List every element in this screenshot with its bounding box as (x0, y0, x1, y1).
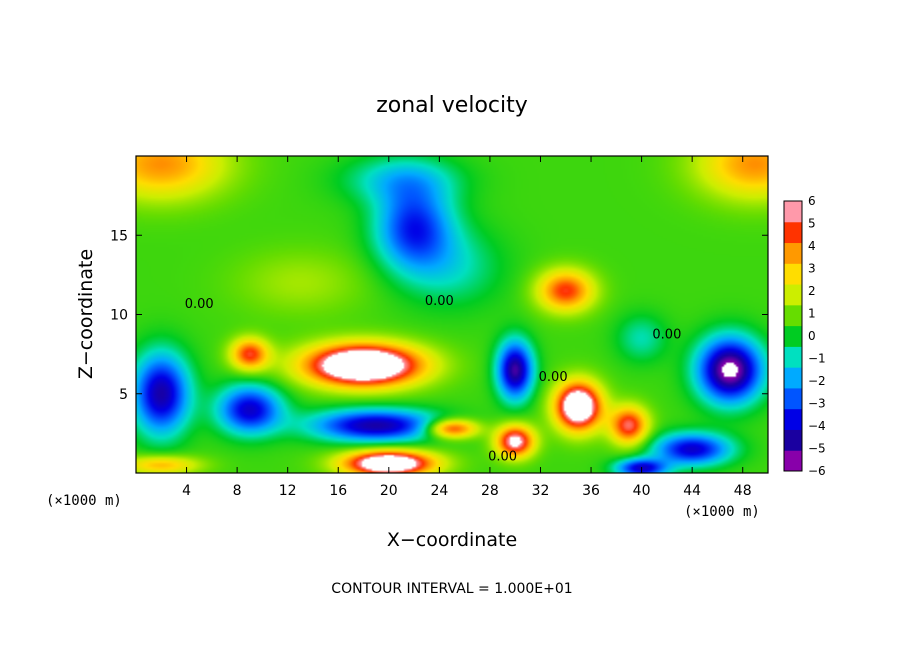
x-tick-label: 8 (233, 483, 242, 499)
colorbar-swatch (784, 367, 802, 389)
colorbar-swatch (784, 346, 802, 368)
colorbar-swatch (784, 221, 802, 244)
x-tick-label: 12 (279, 483, 297, 499)
colorbar-frame (783, 200, 803, 472)
y-axis-unit-label: (×1000 m) (46, 493, 122, 509)
x-tick-label: 16 (329, 483, 347, 499)
colorbar-tick-label: 4 (808, 239, 816, 253)
y-axis-label: Z−coordinate (75, 249, 97, 379)
colorbar-swatch (784, 325, 802, 347)
contour-labels: 0.00 0.00 0.00 0.00 0.00 (185, 294, 682, 464)
colorbar-swatch (784, 263, 802, 285)
colorbar-tick-label: 5 (808, 217, 816, 231)
colorbar-tick-label: 1 (808, 307, 816, 321)
colorbar-tick-label: −2 (808, 374, 826, 388)
colorbar-swatch (784, 429, 802, 451)
x-tick-label: 24 (430, 483, 448, 499)
colorbar-tick-label: −4 (808, 419, 826, 433)
x-tick-label: 32 (532, 483, 550, 499)
colorbar-tick-label: −6 (808, 464, 826, 478)
colorbar: 6 5 4 3 2 1 0 −1 −2 −3 −4 −5 −6 (783, 194, 826, 478)
x-axis-ticks: 4 8 12 16 20 24 28 32 36 40 44 48 (182, 156, 752, 499)
y-tick-label: 5 (119, 387, 128, 403)
colorbar-tick-label: 2 (808, 284, 816, 298)
heatmap-field (136, 156, 768, 473)
x-tick-label: 20 (380, 483, 398, 499)
x-tick-label: 44 (683, 483, 701, 499)
plot-area: 0.00 0.000.000.000.00 4 8 12 16 20 24 28 32 36 40 4… (110, 155, 769, 499)
colorbar-swatch (784, 201, 802, 223)
colorbar-swatch (784, 304, 802, 327)
contour-label: 0.00 (539, 370, 568, 385)
colorbar-tick-label: −3 (808, 397, 826, 411)
contour-label: 0.00 (652, 327, 681, 342)
colorbar-swatch (784, 450, 802, 472)
contour-label: 0.00 (425, 294, 454, 309)
chart-title: zonal velocity (376, 93, 528, 118)
x-tick-label: 36 (582, 483, 600, 499)
x-tick-label: 4 (182, 483, 191, 499)
colorbar-swatch (784, 242, 802, 264)
colorbar-swatch (784, 408, 802, 430)
x-axis-label: X−coordinate (387, 529, 517, 551)
colorbar-tick-label: −1 (808, 352, 826, 366)
colorbar-swatch (784, 387, 802, 410)
x-tick-label: 48 (734, 483, 752, 499)
contour-interval-note: CONTOUR INTERVAL = 1.000E+01 (331, 581, 572, 597)
colorbar-tick-label: 3 (808, 262, 816, 276)
colorbar-tick-label: 6 (808, 194, 816, 208)
y-tick-label: 15 (110, 228, 128, 244)
contour-label: 0.00 (488, 449, 517, 464)
colorbar-tick-label: −5 (808, 442, 826, 456)
colorbar-tick-label: 0 (808, 329, 816, 343)
colorbar-swatch (784, 284, 802, 306)
x-tick-label: 40 (633, 483, 651, 499)
x-tick-label: 28 (481, 483, 499, 499)
y-tick-label: 10 (110, 308, 128, 324)
x-axis-unit-label: (×1000 m) (684, 504, 760, 520)
contour-label: 0.00 (185, 297, 214, 312)
y-axis-ticks: 5 10 15 (110, 228, 768, 403)
